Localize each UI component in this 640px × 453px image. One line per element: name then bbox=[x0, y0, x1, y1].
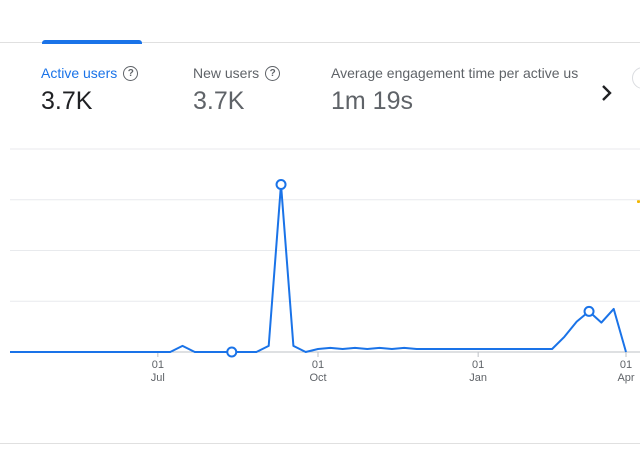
metric-active-users[interactable]: Active users ? 3.7K bbox=[41, 62, 139, 116]
x-tick-label-month: Apr bbox=[617, 372, 634, 384]
x-tick-label-month: Jan bbox=[469, 372, 487, 384]
chevron-left-icon[interactable]: ‹ bbox=[0, 80, 8, 104]
divider bbox=[0, 443, 640, 444]
data-point-marker[interactable] bbox=[226, 346, 238, 358]
metric-value: 3.7K bbox=[41, 87, 93, 115]
help-circle-icon[interactable]: ? bbox=[265, 65, 281, 81]
top-band bbox=[0, 0, 640, 43]
x-tick-label-month: Oct bbox=[309, 372, 326, 384]
metric-value: 1m 19s bbox=[331, 87, 413, 115]
series-line-active-users bbox=[10, 183, 627, 353]
metric-label: Average engagement time per active us bbox=[331, 65, 579, 81]
x-tick-label-day: 01 bbox=[152, 359, 164, 371]
help-circle-icon[interactable]: ? bbox=[123, 65, 139, 81]
metric-average-engagement[interactable]: Average engagement time per active us 1m… bbox=[331, 62, 591, 116]
active-tab-indicator bbox=[42, 40, 142, 44]
metric-label: Active users bbox=[41, 65, 118, 81]
x-tick-label-day: 01 bbox=[620, 359, 632, 371]
x-tick-label-month: Jul bbox=[151, 372, 165, 384]
x-tick-label-day: 01 bbox=[312, 359, 324, 371]
data-point-marker[interactable] bbox=[275, 179, 287, 191]
metric-new-users[interactable]: New users ? 3.7K bbox=[193, 62, 281, 116]
metric-value: 3.7K bbox=[193, 87, 245, 115]
x-tick-label-day: 01 bbox=[472, 359, 484, 371]
data-point-marker[interactable] bbox=[583, 305, 595, 317]
bottom-band bbox=[0, 444, 640, 453]
metric-label: New users bbox=[193, 65, 260, 81]
next-metrics-button[interactable] bbox=[594, 80, 620, 106]
peek-marker bbox=[637, 200, 640, 203]
chevron-right-icon bbox=[602, 85, 612, 101]
